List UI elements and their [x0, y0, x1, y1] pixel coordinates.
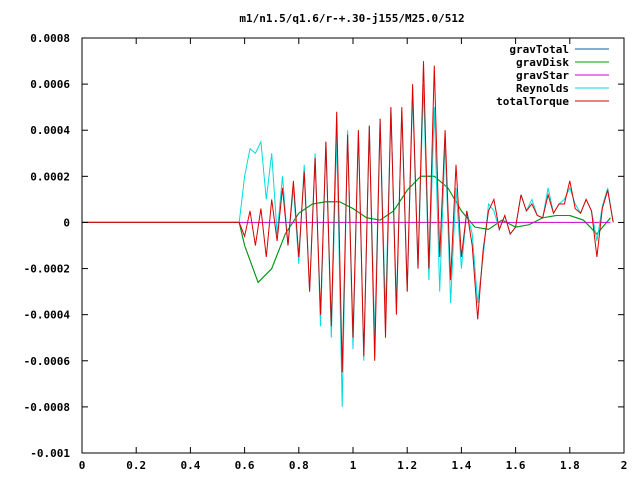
- y-tick-label: -0.001: [30, 447, 70, 460]
- series-line-gravDisk: [82, 175, 611, 284]
- x-tick-label: 0.4: [180, 459, 200, 472]
- legend-label: totalTorque: [496, 95, 569, 108]
- y-tick-label: -0.0006: [24, 355, 71, 368]
- legend-label: Reynolds: [516, 82, 569, 95]
- y-tick-label: 0.0004: [30, 124, 70, 137]
- y-tick-label: 0.0006: [30, 78, 70, 91]
- x-tick-label: 1.6: [506, 459, 526, 472]
- series-line-totalTorque: [82, 61, 614, 373]
- y-tick-label: -0.0002: [24, 263, 70, 276]
- y-tick-label: 0.0008: [30, 32, 70, 45]
- legend-label: gravTotal: [509, 43, 569, 56]
- x-tick-label: 1.8: [560, 459, 580, 472]
- y-tick-label: 0.0002: [30, 170, 70, 183]
- x-tick-label: 1.2: [397, 459, 417, 472]
- plot-area: [82, 61, 614, 407]
- y-tick-label: -0.0008: [24, 401, 70, 414]
- x-tick-label: 2: [621, 459, 628, 472]
- y-tick-label: -0.0004: [24, 309, 71, 322]
- x-tick-label: 0: [79, 459, 86, 472]
- series-line-Reynolds: [82, 84, 614, 407]
- legend: gravTotalgravDiskgravStarReynoldstotalTo…: [496, 43, 609, 108]
- y-tick-label: 0: [63, 216, 70, 229]
- legend-label: gravDisk: [516, 56, 569, 69]
- x-tick-label: 1.4: [451, 459, 471, 472]
- axes: 0.0008 0.0006 0.0004 0.0002 0 -0.0002 -0.0004 -…: [24, 32, 628, 472]
- chart-title: m1/n1.5/q1.6/r-+.30-j155/M25.0/512: [239, 12, 464, 25]
- x-tick-label: 0.8: [289, 459, 309, 472]
- x-tick-label: 0.6: [235, 459, 255, 472]
- x-tick-label: 0.2: [126, 459, 146, 472]
- legend-label: gravStar: [516, 69, 569, 82]
- x-tick-label: 1: [350, 459, 357, 472]
